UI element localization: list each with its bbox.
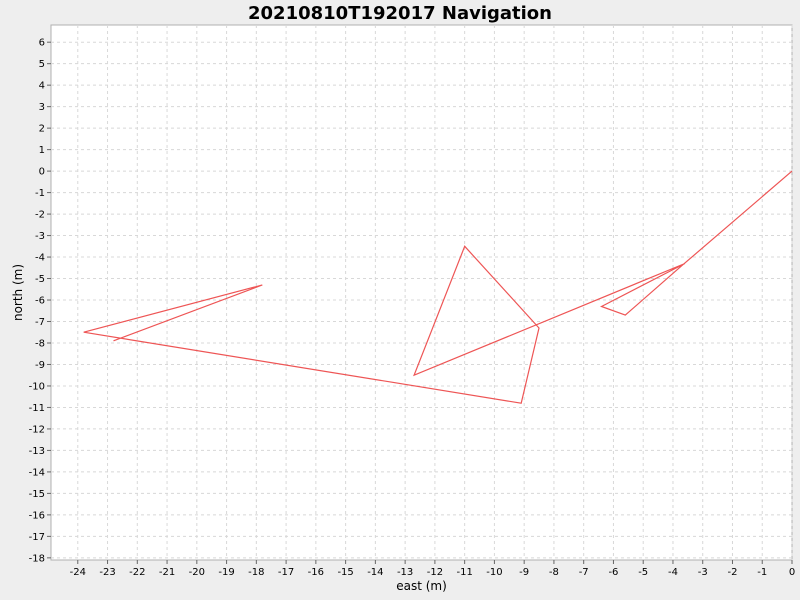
x-tick-label: -3: [698, 567, 708, 578]
grid: [51, 25, 793, 560]
x-tick-label: -18: [248, 567, 264, 578]
x-tick-label: -12: [427, 567, 443, 578]
x-tick-label: -5: [638, 567, 648, 578]
x-tick-label: -20: [189, 567, 205, 578]
chart-title: 20210810T192017 Navigation: [248, 3, 552, 24]
x-tick-label: -17: [278, 567, 294, 578]
y-axis-ticks: 6 5 4 3 2 1 0 -1 -2 -3 -4 -5 -6 -7 -8 -9 -10 -11 -12 -13 -14…: [29, 38, 51, 564]
x-tick-label: 0: [789, 567, 795, 578]
plot-area: [50, 24, 793, 561]
x-tick-label: -6: [608, 567, 618, 578]
x-tick-label: -2: [727, 567, 737, 578]
y-tick-label: 5: [39, 59, 45, 70]
y-tick-label: -16: [29, 510, 45, 521]
y-tick-label: 3: [39, 102, 45, 113]
x-tick-label: -21: [159, 567, 175, 578]
y-tick-label: -5: [35, 274, 45, 285]
x-tick-label: -23: [99, 567, 115, 578]
y-tick-label: 4: [39, 81, 45, 92]
y-tick-label: -2: [35, 210, 45, 221]
y-tick-label: -9: [35, 360, 45, 371]
y-tick-label: -4: [35, 253, 45, 264]
x-tick-label: -10: [486, 567, 502, 578]
x-tick-label: -7: [579, 567, 589, 578]
navigation-track-line: [83, 170, 793, 404]
x-tick-label: -9: [519, 567, 529, 578]
y-tick-label: 2: [39, 124, 45, 135]
y-tick-label: 0: [39, 167, 45, 178]
x-tick-label: -8: [549, 567, 559, 578]
y-tick-label: -8: [35, 338, 45, 349]
y-tick-label: -1: [35, 188, 45, 199]
y-tick-label: -11: [29, 403, 45, 414]
y-tick-label: 1: [39, 145, 45, 156]
y-tick-label: -14: [29, 467, 45, 478]
x-tick-label: -16: [308, 567, 324, 578]
x-tick-label: -14: [367, 567, 383, 578]
x-axis-ticks: -24 -23 -22 -21 -20 -19 -18 -17 -16 -15 -14 -13 -12-…: [70, 560, 795, 578]
y-tick-label: 6: [39, 38, 45, 49]
y-tick-label: -10: [29, 381, 45, 392]
y-tick-label: -6: [35, 296, 45, 307]
series-group: [83, 170, 793, 404]
y-tick-label: -13: [29, 446, 45, 457]
y-tick-label: -15: [29, 489, 45, 500]
y-tick-label: -7: [35, 317, 45, 328]
y-tick-label: -17: [29, 532, 45, 543]
x-tick-label: -22: [129, 567, 145, 578]
x-tick-label: -13: [397, 567, 413, 578]
x-tick-label: -11: [456, 567, 472, 578]
y-tick-label: -12: [29, 424, 45, 435]
x-tick-label: -4: [668, 567, 678, 578]
x-tick-label: -15: [337, 567, 353, 578]
x-tick-label: -24: [70, 567, 86, 578]
y-axis-label: north (m): [11, 264, 25, 321]
x-tick-label: -19: [218, 567, 234, 578]
y-tick-label: -3: [35, 231, 45, 242]
y-tick-label: -18: [29, 553, 45, 564]
x-axis-label: east (m): [396, 579, 447, 593]
x-tick-label: -1: [757, 567, 767, 578]
